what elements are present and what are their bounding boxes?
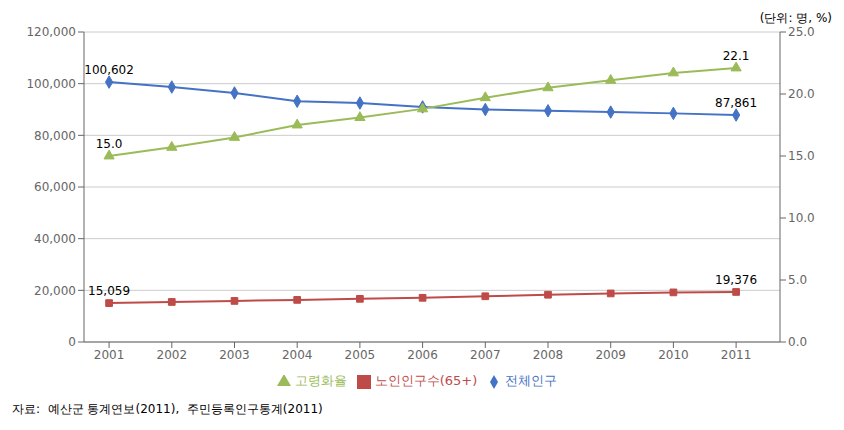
html-text:자료: 예산군 통계연보(2011), 주민등록인구통계(2: 자료: 예산군 통계연보(2011), 주민등록인구통계(2011)	[12, 402, 323, 416]
svg-text:100,602: 100,602	[84, 63, 134, 77]
svg-text:2011: 2011	[721, 348, 752, 362]
svg-text:120,000: 120,000	[26, 25, 76, 39]
svg-text:2009: 2009	[595, 348, 626, 362]
html-text:고령화율: 고령화율	[294, 373, 347, 388]
svg-text:2002: 2002	[157, 348, 188, 362]
svg-text:2006: 2006	[407, 348, 438, 362]
svg-text:2010: 2010	[658, 348, 689, 362]
svg-text:5.0: 5.0	[788, 273, 807, 287]
svg-text:15,059: 15,059	[88, 284, 130, 298]
svg-text:60,000: 60,000	[34, 180, 76, 194]
svg-text:100,000: 100,000	[26, 77, 76, 91]
svg-text:15.0: 15.0	[788, 149, 815, 163]
svg-text:10.0: 10.0	[788, 211, 815, 225]
svg-text:2001: 2001	[94, 348, 125, 362]
svg-text:0: 0	[68, 335, 76, 349]
svg-text:2008: 2008	[533, 348, 564, 362]
svg-text:22.1: 22.1	[723, 49, 750, 63]
svg-text:19,376: 19,376	[715, 273, 757, 287]
svg-text:15.0: 15.0	[96, 137, 123, 151]
svg-text:2003: 2003	[219, 348, 250, 362]
svg-text:87,861: 87,861	[715, 96, 757, 110]
svg-text:80,000: 80,000	[34, 129, 76, 143]
svg-text:2007: 2007	[470, 348, 501, 362]
html-text:전체인구: 전체인구	[505, 373, 558, 388]
html-text:노인인구수(65+): 노인인구수(65+)	[374, 373, 478, 388]
svg-text:2005: 2005	[345, 348, 376, 362]
svg-text:20,000: 20,000	[34, 284, 76, 298]
svg-text:0.0: 0.0	[788, 335, 807, 349]
html-text:(단위: 명, %): (단위: 명, %)	[759, 11, 832, 25]
svg-text:25.0: 25.0	[788, 25, 815, 39]
svg-text:20.0: 20.0	[788, 87, 815, 101]
svg-text:2004: 2004	[282, 348, 313, 362]
svg-text:40,000: 40,000	[34, 232, 76, 246]
